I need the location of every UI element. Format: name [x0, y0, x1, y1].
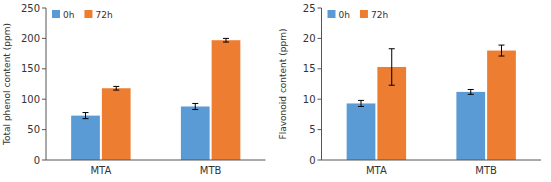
panel: 0 50 100 150 200 250 Total phenol content (ppm…	[2, 3, 266, 177]
y-axis-label: Flavonoid content (ppm)	[278, 29, 288, 140]
error-bar-line	[391, 49, 392, 85]
error-bar-line	[225, 38, 226, 42]
error-bar-cap	[468, 94, 474, 95]
error-bar-cap	[192, 109, 198, 110]
x-tick-label: MTB	[475, 165, 497, 176]
legend-swatch	[328, 10, 336, 18]
error-bar-cap	[468, 89, 474, 90]
y-tick-label: 100	[21, 94, 40, 105]
y-tick	[42, 129, 46, 130]
y-tick-label: 200	[21, 33, 40, 44]
x-tick-label: MTB	[200, 165, 222, 176]
error-bar-cap	[113, 90, 119, 91]
bar	[347, 103, 376, 160]
panel: 0 5 10 15 20 25 Flavonoid content (ppm) MTA MTB 0…	[278, 3, 542, 177]
legend-label: 72h	[95, 10, 112, 20]
error-bar-line	[470, 89, 471, 94]
y-tick	[318, 68, 322, 69]
x-axis	[46, 160, 266, 161]
legend-label: 72h	[371, 10, 388, 20]
y-tick	[318, 160, 322, 161]
error-bar	[223, 38, 229, 42]
y-axis	[321, 8, 322, 160]
error-bar	[192, 103, 198, 109]
legend-item: 72h	[360, 10, 388, 20]
legend-swatch	[52, 10, 60, 18]
error-bar-cap	[223, 42, 229, 43]
bar	[487, 51, 516, 160]
error-bar	[498, 45, 504, 56]
x-tick-label: MTA	[90, 165, 111, 176]
bar	[71, 116, 100, 160]
x-axis	[322, 160, 542, 161]
y-tick-label: 0	[309, 155, 315, 166]
legend-item: 0h	[328, 10, 350, 20]
legend-swatch	[84, 10, 92, 18]
error-bar-cap	[83, 118, 89, 119]
error-bar-cap	[498, 56, 504, 57]
y-tick	[42, 68, 46, 69]
y-tick	[42, 99, 46, 100]
legend-item: 0h	[52, 10, 74, 20]
legend-swatch	[360, 10, 368, 18]
y-tick-label: 10	[303, 94, 316, 105]
x-tick-label: MTA	[366, 165, 387, 176]
bar	[456, 92, 485, 160]
error-bar-cap	[358, 106, 364, 107]
error-bar-cap	[113, 86, 119, 87]
y-tick	[42, 38, 46, 39]
y-tick	[42, 160, 46, 161]
legend: 0h 72h	[52, 10, 113, 20]
error-bar	[358, 100, 364, 106]
marks	[347, 45, 516, 160]
error-bar-line	[195, 103, 196, 109]
error-bar-line	[501, 45, 502, 56]
error-bar	[83, 113, 89, 119]
y-tick	[318, 38, 322, 39]
legend-item: 72h	[84, 10, 112, 20]
legend-label: 0h	[339, 10, 350, 20]
bar	[102, 88, 131, 160]
legend-label: 0h	[63, 10, 74, 20]
chart-root: 050100150200250Total phenol content (ppm…	[0, 0, 551, 182]
y-tick	[318, 8, 322, 9]
error-bar-line	[361, 100, 362, 106]
error-bar-cap	[223, 38, 229, 39]
y-tick	[318, 129, 322, 130]
error-bar-line	[85, 113, 86, 119]
error-bar-cap	[192, 103, 198, 104]
y-tick-label: 25	[303, 3, 316, 14]
error-bar-line	[116, 86, 117, 90]
error-bar-cap	[389, 48, 395, 49]
error-bar	[468, 89, 474, 94]
y-tick-label: 5	[309, 124, 315, 135]
marks	[71, 38, 240, 160]
y-tick-label: 15	[303, 63, 316, 74]
error-bar-cap	[389, 85, 395, 86]
y-axis	[46, 8, 47, 160]
error-bar	[389, 49, 395, 85]
y-axis-label: Total phenol content (ppm)	[2, 23, 12, 146]
bar	[181, 106, 210, 160]
y-tick-label: 20	[303, 33, 316, 44]
y-tick	[318, 99, 322, 100]
y-tick-label: 150	[21, 63, 40, 74]
error-bar	[113, 86, 119, 90]
y-tick-label: 50	[27, 124, 40, 135]
legend: 0h 72h	[328, 10, 389, 20]
bar	[212, 40, 241, 160]
error-bar-cap	[498, 45, 504, 46]
error-bar-cap	[83, 112, 89, 113]
error-bar-cap	[358, 100, 364, 101]
y-tick-label: 250	[21, 3, 40, 14]
y-tick	[42, 8, 46, 9]
y-tick-label: 0	[34, 155, 40, 166]
